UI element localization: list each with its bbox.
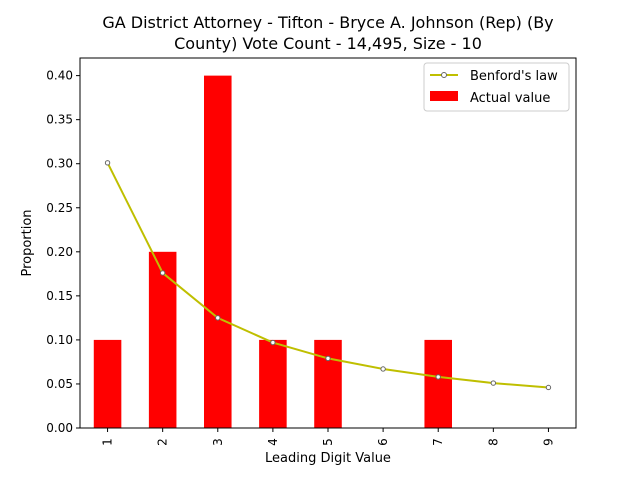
y-tick-label: 0.05 bbox=[46, 377, 73, 391]
y-tick-label: 0.15 bbox=[46, 289, 73, 303]
legend-benford-marker bbox=[441, 72, 447, 78]
chart-title-line-2: County) Vote Count - 14,495, Size - 10 bbox=[174, 34, 482, 53]
benford-point bbox=[159, 270, 166, 276]
legend-actual-label: Actual value bbox=[470, 91, 550, 106]
y-axis-label: Proportion bbox=[20, 209, 35, 276]
chart-title-line-1: GA District Attorney - Tifton - Bryce A.… bbox=[102, 13, 553, 32]
actual-value-bar bbox=[259, 339, 287, 428]
legend-box bbox=[423, 62, 570, 112]
benford-point bbox=[270, 339, 276, 346]
legend-actual-swatch bbox=[430, 91, 458, 101]
y-tick-label: 0.20 bbox=[46, 245, 73, 259]
x-tick-label: 2 bbox=[156, 438, 170, 446]
y-tick-label: 0.35 bbox=[46, 113, 73, 127]
legend-benford-label: Benford's law bbox=[470, 69, 558, 84]
actual-value-bar bbox=[148, 251, 177, 428]
x-tick-label: 6 bbox=[376, 438, 390, 446]
x-tick-label: 1 bbox=[101, 438, 115, 446]
benford-point bbox=[490, 380, 497, 386]
x-axis-label: Leading Digit Value bbox=[265, 451, 391, 466]
actual-value-bar bbox=[424, 339, 452, 428]
legend: Benford's law Actual value bbox=[423, 62, 570, 112]
x-tick-label: 7 bbox=[431, 438, 445, 446]
plot-frame bbox=[79, 57, 577, 429]
benford-point bbox=[545, 384, 552, 391]
x-tick-label: 8 bbox=[486, 438, 500, 446]
x-tick-label: 3 bbox=[211, 438, 225, 446]
y-tick-label: 0.00 bbox=[46, 421, 73, 435]
actual-value-bar bbox=[314, 339, 342, 428]
x-tick-label: 5 bbox=[321, 438, 335, 446]
benford-point bbox=[104, 160, 111, 166]
y-tick-label: 0.25 bbox=[46, 201, 73, 215]
plot-area: 0.00 0.05 0.10 0.15 0.20 0.25 0.30 0.35 0.40 1 2 3 4… bbox=[46, 69, 555, 446]
benford-point bbox=[325, 355, 331, 362]
actual-value-bar bbox=[204, 75, 232, 428]
y-tick-label: 0.10 bbox=[46, 333, 73, 347]
benford-point bbox=[215, 315, 221, 321]
x-tick-label: 4 bbox=[266, 438, 280, 446]
benford-point bbox=[435, 374, 441, 380]
actual-value-bar bbox=[93, 339, 122, 428]
y-tick-label: 0.40 bbox=[46, 69, 73, 83]
benford-point bbox=[380, 366, 386, 372]
y-tick-label: 0.30 bbox=[46, 157, 73, 171]
x-tick-label: 9 bbox=[541, 438, 555, 446]
